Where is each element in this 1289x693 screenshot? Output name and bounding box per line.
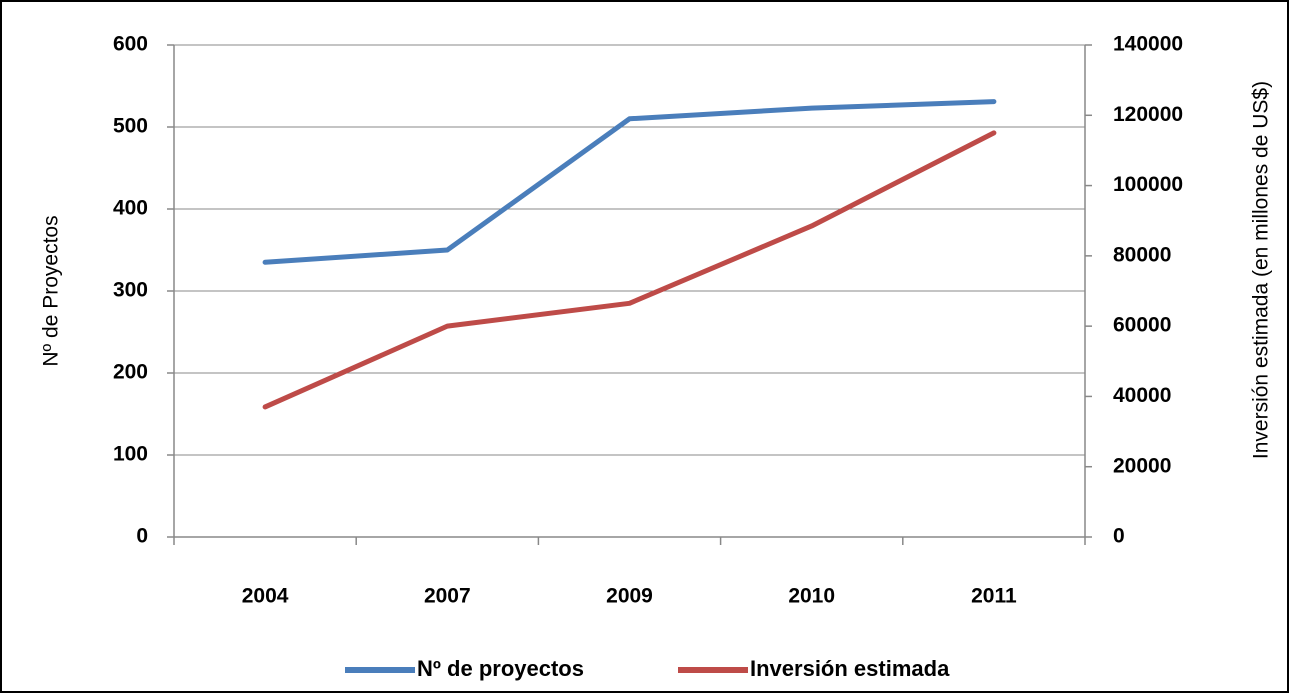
data-line: [262, 99, 997, 265]
y-tick-label: 400: [113, 197, 148, 220]
y2-tick-label: 120000: [1113, 103, 1183, 126]
y2-axis-title: Inversión estimada (en millones de US$): [1250, 81, 1273, 459]
data-line: [262, 130, 997, 410]
legend-text: Nº de proyectos: [417, 656, 584, 681]
y2-tick-label: 60000: [1113, 314, 1171, 337]
y-tick-label: 200: [113, 361, 148, 384]
y-tick-label: 100: [113, 443, 148, 466]
y2-tick-label: 40000: [1113, 384, 1171, 407]
x-tick-label: 2007: [424, 585, 471, 608]
y-axis-title: Nº de Proyectos: [40, 215, 63, 366]
y2-tick-label: 80000: [1113, 243, 1171, 266]
y2-tick-label: 20000: [1113, 454, 1171, 477]
x-tick-label: 2010: [788, 585, 835, 608]
y2-tick-label: 140000: [1113, 33, 1183, 56]
y-tick-label: 600: [113, 33, 148, 56]
x-tick-label: 2009: [606, 585, 653, 608]
y-tick-label: 500: [113, 115, 148, 138]
y2-tick-label: 0: [1113, 525, 1125, 548]
y-tick-label: 0: [136, 525, 148, 548]
y2-tick-label: 100000: [1113, 173, 1183, 196]
y-tick-label: 300: [113, 279, 148, 302]
x-tick-label: 2004: [242, 585, 289, 608]
x-tick-label: 2011: [971, 585, 1017, 608]
legend-text: Inversión estimada: [750, 656, 950, 681]
